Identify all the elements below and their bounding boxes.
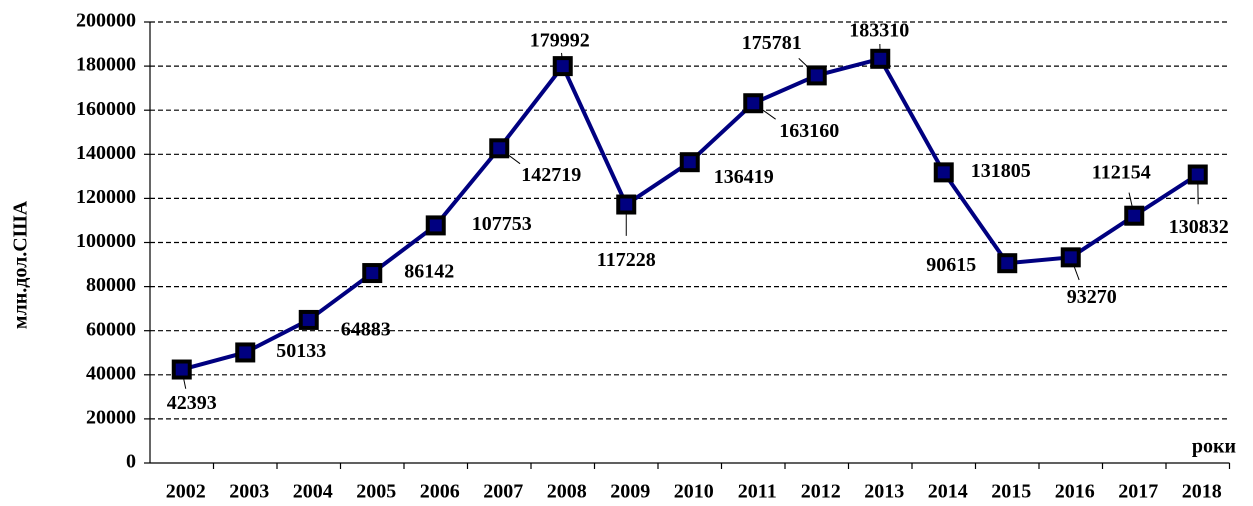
x-tick-label: 2013: [864, 481, 904, 503]
x-tick-label: 2008: [547, 481, 587, 503]
x-tick-label: 2016: [1055, 481, 1095, 503]
marker: [870, 48, 891, 69]
x-tick-label: 2009: [610, 481, 650, 503]
y-tick-label: 160000: [76, 98, 136, 120]
x-tick-label: 2002: [166, 481, 206, 503]
x-tick-label: 2012: [801, 481, 841, 503]
x-tick-label: 2015: [991, 481, 1031, 503]
x-tick-label: 2004: [293, 481, 333, 503]
x-tick-label: 2018: [1182, 481, 1222, 503]
marker: [425, 215, 446, 236]
data-label: 90615: [926, 254, 976, 276]
data-label: 117228: [597, 249, 656, 271]
x-tick-label: 2005: [356, 481, 396, 503]
y-tick-label: 100000: [76, 230, 136, 252]
y-tick-label: 80000: [86, 274, 136, 296]
marker: [1124, 205, 1145, 226]
marker: [1187, 164, 1208, 185]
data-label: 64883: [341, 319, 391, 341]
marker: [933, 162, 954, 183]
data-label: 130832: [1169, 216, 1229, 238]
y-tick-label: 140000: [76, 142, 136, 164]
y-tick-label: 0: [126, 451, 136, 473]
data-label: 107753: [472, 213, 532, 235]
marker: [743, 93, 764, 114]
x-tick-label: 2014: [928, 481, 968, 503]
x-tick-label: 2006: [420, 481, 460, 503]
marker: [679, 152, 700, 173]
marker: [298, 309, 319, 330]
data-label: 131805: [971, 160, 1031, 182]
marker: [235, 342, 256, 363]
data-label: 179992: [530, 30, 590, 52]
marker: [489, 138, 510, 159]
x-axis-label: роки: [1192, 436, 1236, 458]
marker: [616, 194, 637, 215]
data-label: 142719: [521, 164, 581, 186]
x-tick-label: 2003: [229, 481, 269, 503]
data-label: 163160: [779, 120, 839, 142]
marker: [171, 359, 192, 380]
data-label: 50133: [276, 340, 326, 362]
x-tick-label: 2011: [738, 481, 777, 503]
marker: [1060, 247, 1081, 268]
x-tick-label: 2010: [674, 481, 714, 503]
marker: [552, 56, 573, 77]
y-tick-label: 60000: [86, 318, 136, 340]
series-line: [181, 56, 1199, 372]
y-tick-label: 20000: [86, 406, 136, 428]
data-label: 175781: [742, 32, 802, 54]
y-axis-label: млн.дол.США: [10, 200, 32, 329]
y-tick-label: 180000: [76, 54, 136, 76]
marker: [997, 253, 1018, 274]
data-label: 136419: [714, 166, 774, 188]
marker: [806, 65, 827, 86]
data-label: 183310: [849, 19, 909, 41]
data-label: 112154: [1092, 161, 1151, 183]
x-tick-label: 2007: [483, 481, 523, 503]
y-tick-label: 120000: [76, 186, 136, 208]
data-label: 86142: [404, 261, 454, 283]
data-label: 93270: [1067, 286, 1117, 308]
x-tick-label: 2017: [1118, 481, 1158, 503]
y-tick-label: 40000: [86, 362, 136, 384]
data-label: 42393: [167, 392, 217, 414]
y-tick-label: 200000: [76, 10, 136, 32]
marker: [362, 263, 383, 284]
